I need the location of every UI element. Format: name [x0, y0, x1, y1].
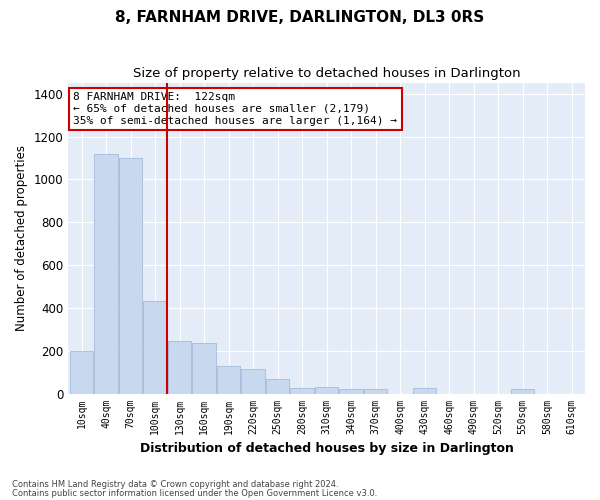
- Text: Contains public sector information licensed under the Open Government Licence v3: Contains public sector information licen…: [12, 489, 377, 498]
- Bar: [70, 350, 93, 394]
- X-axis label: Distribution of detached houses by size in Darlington: Distribution of detached houses by size …: [140, 442, 514, 455]
- Bar: [94, 154, 118, 394]
- Text: 8 FARNHAM DRIVE:  122sqm
← 65% of detached houses are smaller (2,179)
35% of sem: 8 FARNHAM DRIVE: 122sqm ← 65% of detache…: [73, 92, 397, 126]
- Text: Contains HM Land Registry data © Crown copyright and database right 2024.: Contains HM Land Registry data © Crown c…: [12, 480, 338, 489]
- Bar: [413, 388, 436, 394]
- Bar: [241, 369, 265, 394]
- Bar: [315, 387, 338, 394]
- Bar: [266, 378, 289, 394]
- Bar: [193, 343, 216, 394]
- Bar: [119, 158, 142, 394]
- Title: Size of property relative to detached houses in Darlington: Size of property relative to detached ho…: [133, 68, 520, 80]
- Bar: [217, 366, 240, 394]
- Bar: [290, 388, 314, 394]
- Bar: [340, 390, 363, 394]
- Bar: [364, 390, 387, 394]
- Bar: [168, 341, 191, 394]
- Bar: [511, 390, 534, 394]
- Bar: [143, 302, 167, 394]
- Y-axis label: Number of detached properties: Number of detached properties: [15, 146, 28, 332]
- Text: 8, FARNHAM DRIVE, DARLINGTON, DL3 0RS: 8, FARNHAM DRIVE, DARLINGTON, DL3 0RS: [115, 10, 485, 25]
